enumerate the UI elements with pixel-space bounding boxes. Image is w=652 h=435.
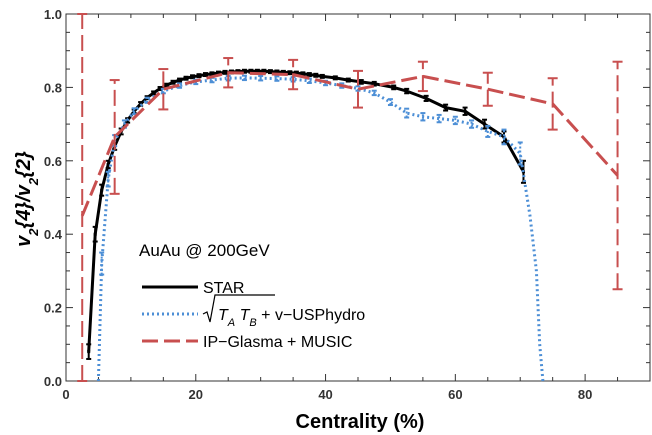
series-0-point bbox=[210, 72, 214, 76]
series-0-point bbox=[223, 70, 227, 74]
series-0-point bbox=[314, 73, 318, 77]
series-0-point bbox=[502, 135, 506, 139]
x-axis-title: Centrality (%) bbox=[296, 411, 425, 433]
series-0-point bbox=[262, 69, 266, 73]
series-layer bbox=[77, 13, 623, 382]
series-0-point bbox=[249, 69, 253, 73]
series-0-point bbox=[483, 122, 487, 126]
series-1-line bbox=[96, 76, 545, 382]
series-0-point bbox=[100, 188, 104, 192]
series-0-point bbox=[216, 71, 220, 75]
series-0-point bbox=[268, 70, 272, 74]
x-tick-label-2: 40 bbox=[318, 387, 332, 402]
series-0-point bbox=[242, 69, 246, 73]
series-0-point bbox=[372, 82, 376, 86]
series-0-point bbox=[191, 75, 195, 79]
x-tick-label-3: 60 bbox=[448, 387, 462, 402]
y-tick-label-4: 0.8 bbox=[44, 80, 62, 95]
axes-layer: 0.0 0.2 0.4 0.6 0.8 1.0 0 20 40 60 80 bbox=[44, 7, 651, 402]
series-0-point bbox=[424, 96, 428, 100]
x-tick-label-4: 80 bbox=[578, 387, 592, 402]
x-tick-label-1: 20 bbox=[189, 387, 203, 402]
series-0-point bbox=[184, 76, 188, 80]
series-0-point bbox=[178, 78, 182, 82]
series-0-point bbox=[333, 76, 337, 80]
collision-annotation: AuAu @ 200GeV bbox=[139, 241, 270, 260]
series-0-point bbox=[106, 162, 110, 166]
series-2 bbox=[77, 13, 623, 382]
series-0-point bbox=[288, 71, 292, 75]
legend-hydro-label: TA TB + v−USPhydro bbox=[202, 294, 365, 329]
series-0-point bbox=[275, 70, 279, 74]
series-0-point bbox=[307, 73, 311, 77]
series-0-point bbox=[294, 71, 298, 75]
y-axis-title: v2{4}/v2{2} bbox=[13, 151, 41, 247]
series-0-point bbox=[359, 80, 363, 84]
y-tick-label-2: 0.4 bbox=[44, 227, 63, 242]
y-tick-label-5: 1.0 bbox=[44, 7, 62, 22]
svg-text:TA TB + v−USPhydro: TA TB + v−USPhydro bbox=[218, 307, 365, 329]
series-0-point bbox=[93, 232, 97, 236]
series-0-point bbox=[405, 89, 409, 93]
series-0-point bbox=[171, 80, 175, 84]
x-tick-label-0: 0 bbox=[62, 387, 69, 402]
series-1 bbox=[96, 74, 545, 382]
legend: STAR TA TB + v−USPhydro IP−Glasma + MUSI… bbox=[142, 280, 365, 351]
series-0-point bbox=[463, 109, 467, 113]
series-0-point bbox=[158, 87, 162, 91]
y-tick-label-0: 0.0 bbox=[44, 374, 62, 389]
legend-star-label: STAR bbox=[203, 280, 244, 297]
svg-text:v2{4}/v2{2}: v2{4}/v2{2} bbox=[13, 151, 41, 247]
plot-frame bbox=[65, 13, 651, 382]
series-0-point bbox=[444, 106, 448, 110]
series-0-point bbox=[152, 91, 156, 95]
series-0-point bbox=[87, 350, 91, 354]
series-0-point bbox=[255, 69, 259, 73]
series-0-point bbox=[392, 85, 396, 89]
series-0-point bbox=[197, 74, 201, 78]
series-0-point bbox=[281, 70, 285, 74]
series-2-line bbox=[80, 71, 619, 217]
series-0-point bbox=[320, 74, 324, 78]
legend-ipglasma-label: IP−Glasma + MUSIC bbox=[203, 334, 352, 351]
series-0-point bbox=[165, 83, 169, 87]
y-tick-label-3: 0.6 bbox=[44, 154, 62, 169]
series-0-point bbox=[204, 73, 208, 77]
series-0-point bbox=[346, 78, 350, 82]
series-0-point bbox=[301, 72, 305, 76]
y-tick-label-1: 0.2 bbox=[44, 301, 62, 316]
